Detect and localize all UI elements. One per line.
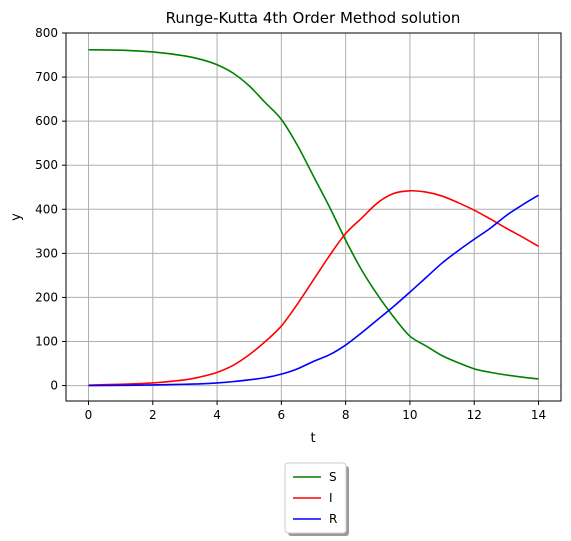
series-line-I (88, 189, 539, 386)
plot-frame (65, 32, 562, 402)
x-tick-label: 6 (278, 408, 286, 422)
y-axis-label: y (9, 213, 24, 221)
legend: SIR (284, 462, 349, 536)
x-tick-label: 8 (342, 408, 350, 422)
axis-ticks: 0 2 4 6 8 10 12 14 0 100 200 300 400 500 600 700 800 (35, 26, 546, 422)
y-tick-label: 200 (35, 290, 58, 304)
series-layer (88, 48, 539, 387)
y-tick-label: 600 (35, 114, 58, 128)
x-tick-label: 4 (213, 408, 221, 422)
y-tick-label: 500 (35, 158, 58, 172)
y-tick-label: 700 (35, 70, 58, 84)
y-tick-label: 0 (50, 379, 58, 393)
x-tick-label: 12 (467, 408, 482, 422)
legend-label-I: I (329, 491, 333, 505)
legend-label-R: R (329, 512, 337, 526)
x-axis-label: t (310, 431, 315, 446)
series-line-R (88, 194, 539, 387)
series-line-S (88, 48, 539, 380)
x-tick-label: 14 (531, 408, 546, 422)
x-tick-label: 2 (149, 408, 157, 422)
y-tick-label: 400 (35, 202, 58, 216)
y-tick-label: 100 (35, 335, 58, 349)
x-tick-label: 10 (402, 408, 417, 422)
y-tick-label: 800 (35, 26, 58, 40)
y-tick-label: 300 (35, 246, 58, 260)
x-tick-label: 0 (85, 408, 93, 422)
chart-title: Runge-Kutta 4th Order Method solution (166, 9, 461, 27)
legend-label-S: S (329, 470, 337, 484)
